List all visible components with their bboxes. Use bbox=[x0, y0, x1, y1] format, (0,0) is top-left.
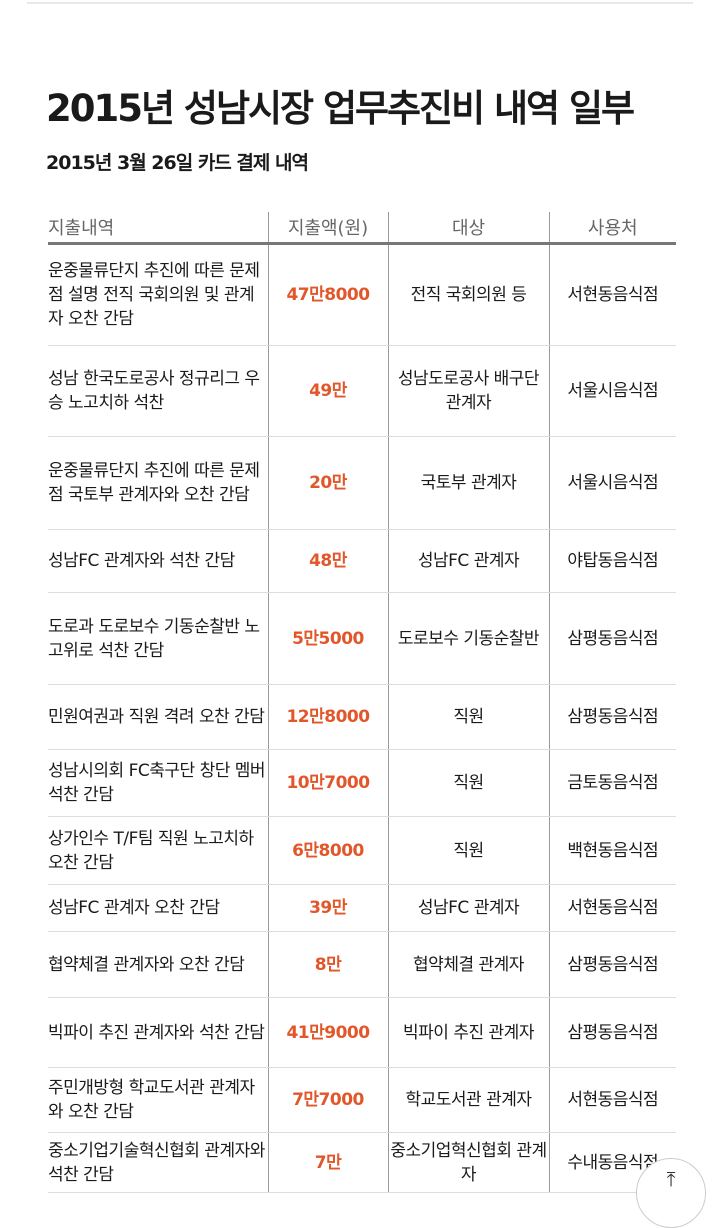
row-place: 삼평동음식점 bbox=[548, 997, 676, 1068]
table-row: 성남FC 관계자 오찬 간담 39만 성남FC 관계자 서현동음식점 bbox=[48, 884, 676, 932]
row-place: 서현동음식점 bbox=[548, 243, 676, 346]
row-amount: 49만 bbox=[267, 345, 388, 437]
table-row: 성남시의회 FC축구단 창단 멤버 석찬 간담 10만7000 직원 금토동음식점 bbox=[48, 749, 676, 817]
row-amount: 41만9000 bbox=[267, 997, 388, 1068]
row-place: 삼평동음식점 bbox=[548, 684, 676, 750]
expense-table: 지출내역 지출액(원) 대상 사용처 운중물류단지 추진에 따른 문제점 설명 … bbox=[48, 212, 676, 1193]
page-subtitle: 2015년 3월 26일 카드 결제 내역 bbox=[46, 152, 309, 174]
row-description: 성남FC 관계자와 석찬 간담 bbox=[48, 529, 268, 593]
table-row: 성남 한국도로공사 정규리그 우승 노고치하 석찬 49만 성남도로공사 배구단 관… bbox=[48, 345, 676, 437]
row-target: 학교도서관 관계자 bbox=[387, 1067, 549, 1133]
row-target: 성남FC 관계자 bbox=[387, 529, 549, 593]
table-row: 중소기업기술혁신협회 관계자와 석찬 간담 7만 중소기업혁신협회 관계자 수내동음식… bbox=[48, 1132, 676, 1193]
table-row: 협약체결 관계자와 오찬 간담 8만 협약체결 관계자 삼평동음식점 bbox=[48, 931, 676, 998]
header-desc: 지출내역 bbox=[48, 212, 268, 245]
row-amount: 7만7000 bbox=[267, 1067, 388, 1133]
table-row: 도로과 도로보수 기동순찰반 노고위로 석찬 간담 5만5000 도로보수 기동순찰… bbox=[48, 592, 676, 685]
page-title: 2015년 성남시장 업무추진비 내역 일부 bbox=[46, 87, 635, 130]
row-description: 민원여권과 직원 격려 오찬 간담 bbox=[48, 684, 268, 750]
row-description: 성남시의회 FC축구단 창단 멤버 석찬 간담 bbox=[48, 749, 268, 817]
row-target: 빅파이 추진 관계자 bbox=[387, 997, 549, 1068]
row-description: 운중물류단지 추진에 따른 문제점 국토부 관계자와 오찬 간담 bbox=[48, 436, 268, 530]
top-divider bbox=[27, 2, 693, 4]
row-amount: 6만8000 bbox=[267, 816, 388, 885]
row-target: 국토부 관계자 bbox=[387, 436, 549, 530]
row-target: 직원 bbox=[387, 684, 549, 750]
row-amount: 48만 bbox=[267, 529, 388, 593]
row-place: 서현동음식점 bbox=[548, 1067, 676, 1133]
table-row: 운중물류단지 추진에 따른 문제점 국토부 관계자와 오찬 간담 20만 국토부 관… bbox=[48, 436, 676, 530]
row-target: 성남도로공사 배구단 관계자 bbox=[387, 345, 549, 437]
row-description: 운중물류단지 추진에 따른 문제점 설명 전직 국회의원 및 관계자 오찬 간담 bbox=[48, 243, 268, 346]
row-amount: 10만7000 bbox=[267, 749, 388, 817]
row-target: 도로보수 기동순찰반 bbox=[387, 592, 549, 685]
table-row: 민원여권과 직원 격려 오찬 간담 12만8000 직원 삼평동음식점 bbox=[48, 684, 676, 750]
row-description: 성남 한국도로공사 정규리그 우승 노고치하 석찬 bbox=[48, 345, 268, 437]
row-amount: 5만5000 bbox=[267, 592, 388, 685]
row-description: 도로과 도로보수 기동순찰반 노고위로 석찬 간담 bbox=[48, 592, 268, 685]
row-place: 백현동음식점 bbox=[548, 816, 676, 885]
row-description: 빅파이 추진 관계자와 석찬 간담 bbox=[48, 997, 268, 1068]
row-place: 서울시음식점 bbox=[548, 345, 676, 437]
row-place: 금토동음식점 bbox=[548, 749, 676, 817]
table-row: 운중물류단지 추진에 따른 문제점 설명 전직 국회의원 및 관계자 오찬 간담… bbox=[48, 243, 676, 346]
row-target: 직원 bbox=[387, 749, 549, 817]
row-description: 주민개방형 학교도서관 관계자와 오찬 간담 bbox=[48, 1067, 268, 1133]
row-amount: 7만 bbox=[267, 1132, 388, 1193]
table-row: 빅파이 추진 관계자와 석찬 간담 41만9000 빅파이 추진 관계자 삼평동음식점 bbox=[48, 997, 676, 1068]
header-target: 대상 bbox=[387, 212, 549, 245]
row-target: 협약체결 관계자 bbox=[387, 931, 549, 998]
row-target: 직원 bbox=[387, 816, 549, 885]
table-row: 성남FC 관계자와 석찬 간담 48만 성남FC 관계자 야탑동음식점 bbox=[48, 529, 676, 593]
arrow-up-to-top-icon: ⤒ bbox=[666, 1167, 676, 1191]
row-target: 전직 국회의원 등 bbox=[387, 243, 549, 346]
scroll-to-top-button[interactable]: ⤒ bbox=[636, 1158, 706, 1228]
row-place: 야탑동음식점 bbox=[548, 529, 676, 593]
row-place: 서울시음식점 bbox=[548, 436, 676, 530]
row-amount: 8만 bbox=[267, 931, 388, 998]
row-description: 중소기업기술혁신협회 관계자와 석찬 간담 bbox=[48, 1132, 268, 1193]
row-place: 서현동음식점 bbox=[548, 884, 676, 932]
row-description: 상가인수 T/F팀 직원 노고치하 오찬 간담 bbox=[48, 816, 268, 885]
row-target: 성남FC 관계자 bbox=[387, 884, 549, 932]
table-row: 상가인수 T/F팀 직원 노고치하 오찬 간담 6만8000 직원 백현동음식점 bbox=[48, 816, 676, 885]
table-header: 지출내역 지출액(원) 대상 사용처 bbox=[48, 212, 676, 245]
row-target: 중소기업혁신협회 관계자 bbox=[387, 1132, 549, 1193]
row-amount: 47만8000 bbox=[267, 243, 388, 346]
row-amount: 12만8000 bbox=[267, 684, 388, 750]
row-place: 삼평동음식점 bbox=[548, 931, 676, 998]
row-description: 성남FC 관계자 오찬 간담 bbox=[48, 884, 268, 932]
header-amount: 지출액(원) bbox=[267, 212, 388, 245]
table-row: 주민개방형 학교도서관 관계자와 오찬 간담 7만7000 학교도서관 관계자 서현동… bbox=[48, 1067, 676, 1133]
row-amount: 20만 bbox=[267, 436, 388, 530]
row-amount: 39만 bbox=[267, 884, 388, 932]
row-description: 협약체결 관계자와 오찬 간담 bbox=[48, 931, 268, 998]
header-place: 사용처 bbox=[548, 212, 676, 245]
row-place: 삼평동음식점 bbox=[548, 592, 676, 685]
